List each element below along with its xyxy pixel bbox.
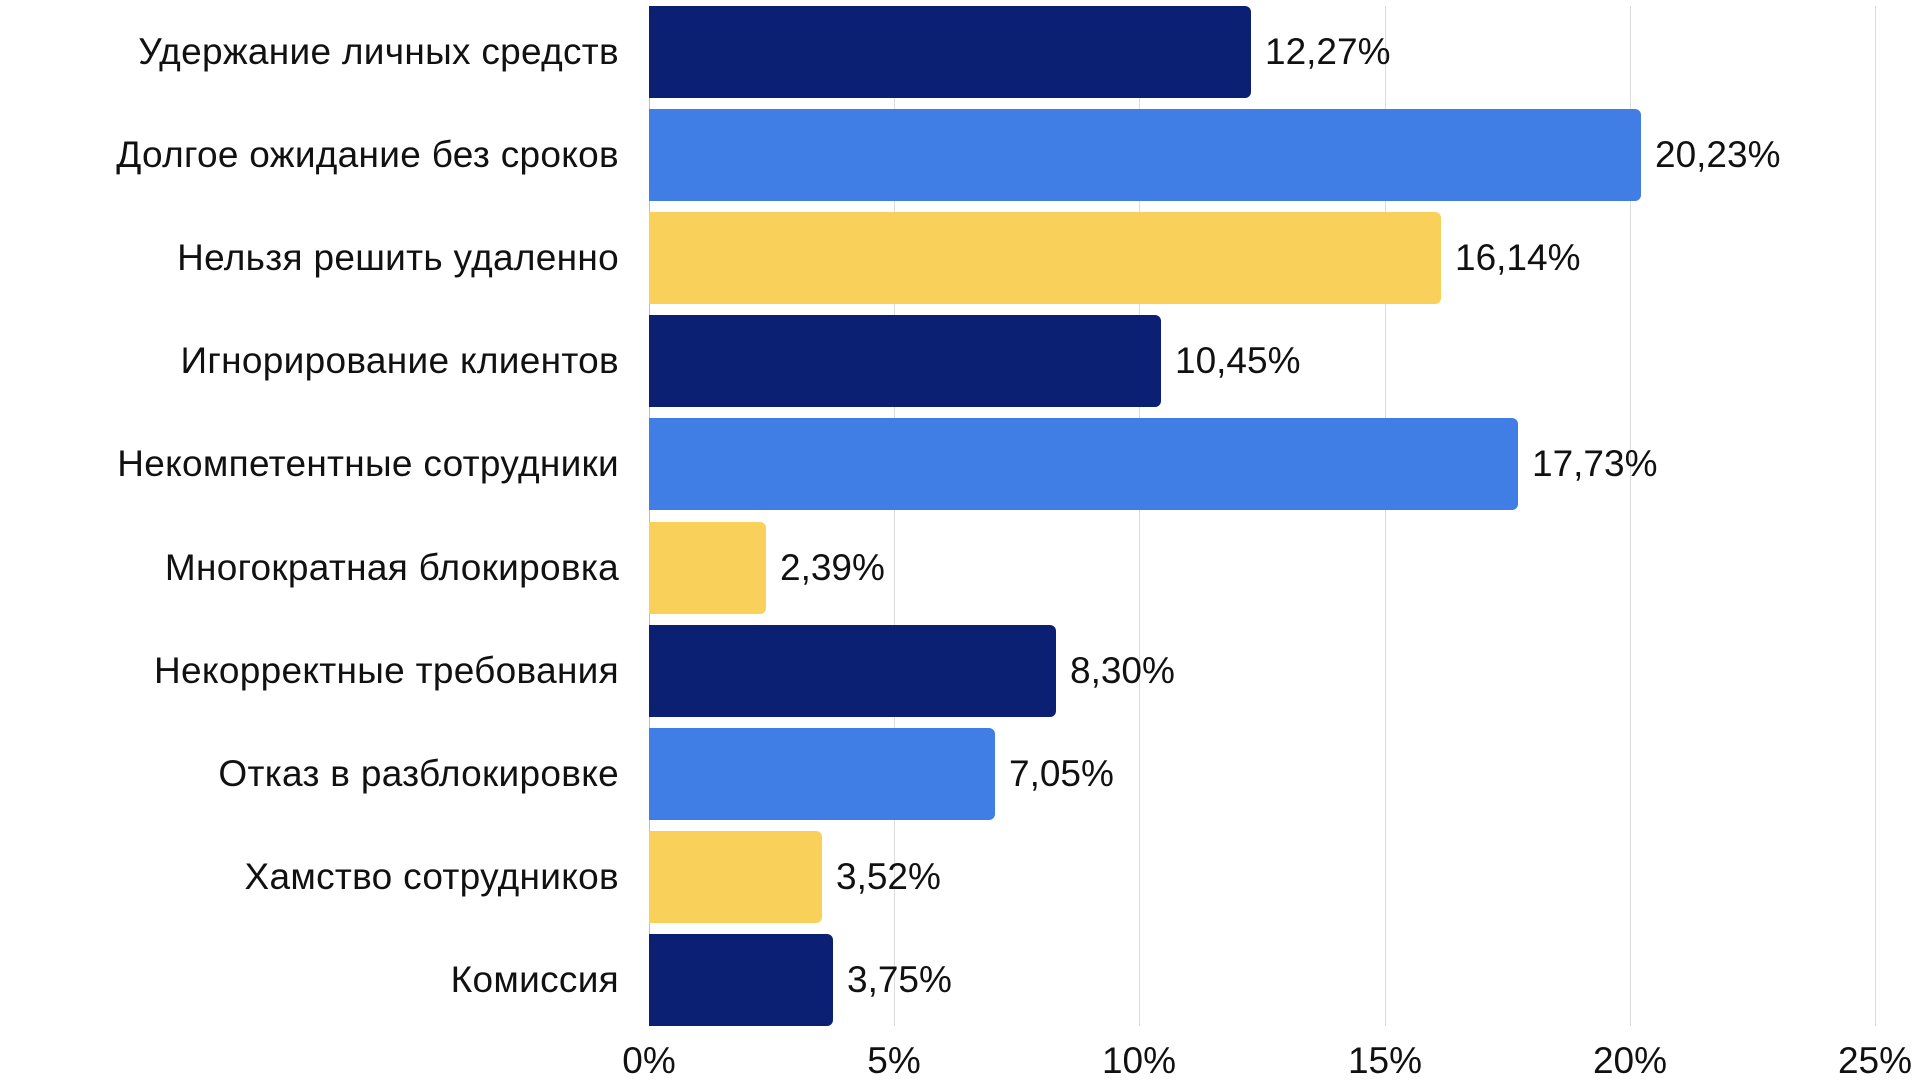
bar xyxy=(649,831,822,923)
gridline xyxy=(1630,6,1631,1026)
x-tick-label: 5% xyxy=(867,1040,921,1081)
bar xyxy=(649,6,1251,98)
x-tick-label: 25% xyxy=(1837,1040,1913,1081)
bar xyxy=(649,315,1161,407)
value-label: 12,27% xyxy=(1265,31,1391,72)
value-label: 20,23% xyxy=(1655,134,1781,175)
category-label: Игнорирование клиентов xyxy=(180,340,619,381)
gridline xyxy=(1875,6,1876,1026)
category-label: Нельзя решить удаленно xyxy=(177,237,619,278)
category-label: Удержание личных средств xyxy=(138,31,619,72)
category-label: Многократная блокировка xyxy=(164,547,619,588)
x-tick-label: 20% xyxy=(1592,1040,1668,1081)
category-label: Комиссия xyxy=(450,959,619,1000)
bar xyxy=(649,109,1641,201)
category-label: Хамство сотрудников xyxy=(244,856,619,897)
x-tick-label: 15% xyxy=(1347,1040,1423,1081)
value-label: 3,52% xyxy=(836,856,941,897)
value-label: 10,45% xyxy=(1175,340,1301,381)
category-label: Некорректные требования xyxy=(154,650,619,691)
bar xyxy=(649,934,833,1026)
category-label: Отказ в разблокировке xyxy=(218,753,619,794)
value-label: 17,73% xyxy=(1532,443,1658,484)
value-label: 2,39% xyxy=(780,547,885,588)
bar xyxy=(649,418,1518,510)
x-tick-label: 0% xyxy=(622,1040,676,1081)
value-label: 7,05% xyxy=(1009,753,1114,794)
category-label: Долгое ожидание без сроков xyxy=(116,134,619,175)
value-label: 3,75% xyxy=(847,959,952,1000)
bar xyxy=(649,728,995,820)
y-axis-line xyxy=(649,6,650,1026)
value-label: 8,30% xyxy=(1070,650,1175,691)
bar xyxy=(649,212,1441,304)
bar xyxy=(649,522,766,614)
value-label: 16,14% xyxy=(1455,237,1581,278)
bar xyxy=(649,625,1056,717)
gridline xyxy=(1139,6,1140,1026)
x-tick-label: 10% xyxy=(1101,1040,1177,1081)
gridline xyxy=(894,6,895,1026)
category-label: Некомпетентные сотрудники xyxy=(117,443,619,484)
gridline xyxy=(1385,6,1386,1026)
